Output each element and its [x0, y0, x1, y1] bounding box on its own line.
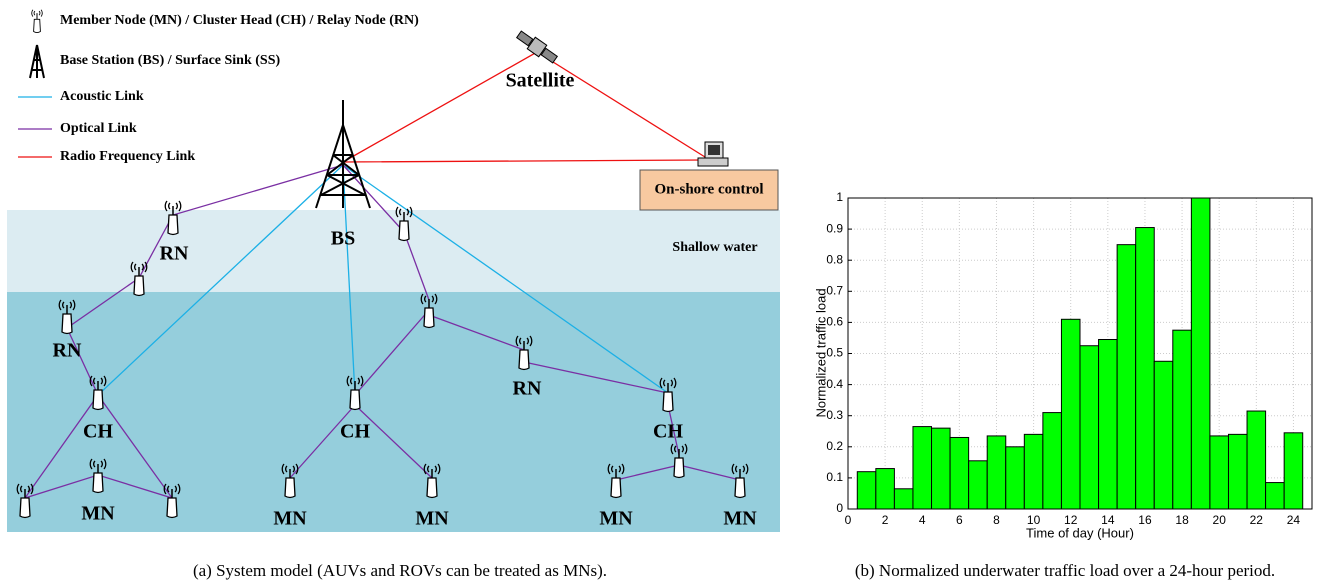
computer-icon: [697, 141, 729, 167]
node-label: RN: [160, 243, 189, 265]
bar: [1116, 244, 1137, 510]
y-tick-label: 0.1: [826, 470, 843, 484]
y-tick-label: 0.7: [826, 283, 843, 297]
shallow-water: [7, 210, 780, 292]
bar: [1153, 360, 1174, 510]
bar: [1227, 433, 1248, 510]
bar: [1190, 197, 1211, 510]
y-tick-label: 0.4: [826, 377, 843, 391]
satellite-label: Satellite: [506, 70, 575, 92]
bar: [875, 468, 895, 510]
x-tick-label: 4: [919, 513, 926, 527]
x-tick-label: 20: [1213, 513, 1227, 527]
bar: [1246, 410, 1267, 510]
bar: [1172, 329, 1192, 510]
base-station-tower: [315, 100, 371, 209]
bar: [1079, 345, 1100, 510]
x-tick-label: 10: [1027, 513, 1041, 527]
node-label: CH: [653, 421, 683, 443]
bar: [856, 471, 877, 510]
chart: Time of day (Hour) Normalized traffic lo…: [813, 190, 1313, 580]
x-tick-label: 24: [1287, 513, 1301, 527]
x-tick-label: 6: [956, 513, 963, 527]
bar: [986, 435, 1007, 510]
legend-text: Member Node (MN) / Cluster Head (CH) / R…: [60, 13, 419, 28]
legend-text: Optical Link: [60, 121, 137, 136]
caption: (b) Normalized underwater traffic load o…: [855, 561, 1275, 580]
x-tick-label: 16: [1138, 513, 1152, 527]
y-tick-label: 0.8: [826, 252, 843, 266]
y-tick-label: 0.6: [826, 315, 843, 329]
bar: [1283, 432, 1304, 510]
x-tick-label: 0: [845, 513, 852, 527]
node-label: MN: [81, 503, 115, 525]
x-tick-label: 12: [1064, 513, 1078, 527]
caption: (a) System model (AUVs and ROVs can be t…: [193, 561, 607, 580]
x-tick-label: 22: [1250, 513, 1264, 527]
bar: [912, 426, 933, 510]
bar: [1023, 433, 1044, 510]
y-tick-label: 1: [836, 190, 843, 204]
node-label: CH: [340, 421, 370, 443]
bar: [949, 436, 970, 510]
node-label: CH: [83, 421, 113, 443]
shallow-label: Shallow water: [672, 240, 757, 255]
node-label: RN: [53, 340, 82, 362]
bar: [1135, 227, 1155, 510]
acoustic-link: [97, 164, 669, 396]
axes-box: [847, 197, 1313, 510]
y-tick-label: 0.2: [826, 439, 843, 453]
control-label: On-shore control: [654, 181, 763, 197]
bar: [1042, 412, 1062, 510]
radio-link: [342, 51, 706, 163]
legend-tower-icon: [29, 44, 45, 79]
bar: [1005, 446, 1025, 510]
bar: [931, 427, 951, 510]
node-label: MN: [599, 508, 633, 530]
node-label: MN: [415, 508, 449, 530]
deep-water: [7, 292, 780, 532]
node-label: RN: [513, 378, 542, 400]
y-tick-label: 0.3: [826, 408, 843, 422]
y-axis-label: Normalized traffic load: [813, 288, 828, 417]
legend-text: Base Station (BS) / Surface Sink (SS): [60, 53, 280, 68]
x-tick-label: 14: [1101, 513, 1115, 527]
legend-text: Radio Frequency Link: [60, 149, 195, 164]
y-tick-label: 0: [836, 501, 843, 515]
legend: Member Node (MN) / Cluster Head (CH) / R…: [18, 8, 419, 164]
legend-text: Acoustic Link: [60, 89, 144, 104]
node-label: MN: [273, 508, 307, 530]
bar: [968, 460, 988, 510]
x-tick-label: 2: [882, 513, 889, 527]
satellite-icon: [515, 30, 559, 64]
x-axis-label: Time of day (Hour): [1026, 525, 1134, 540]
bar: [1209, 435, 1229, 510]
bar: [1060, 318, 1081, 510]
x-tick-label: 8: [993, 513, 1000, 527]
x-tick-label: 18: [1175, 513, 1189, 527]
y-tick-label: 0.5: [826, 346, 843, 360]
y-tick-label: 0.9: [826, 221, 843, 235]
bar: [1265, 482, 1285, 510]
legend-node-icon: [30, 8, 44, 34]
control-box: [639, 169, 779, 211]
bar: [893, 488, 914, 510]
node-label: MN: [723, 508, 757, 530]
bs-label: BS: [331, 228, 355, 250]
bar: [1098, 339, 1118, 510]
